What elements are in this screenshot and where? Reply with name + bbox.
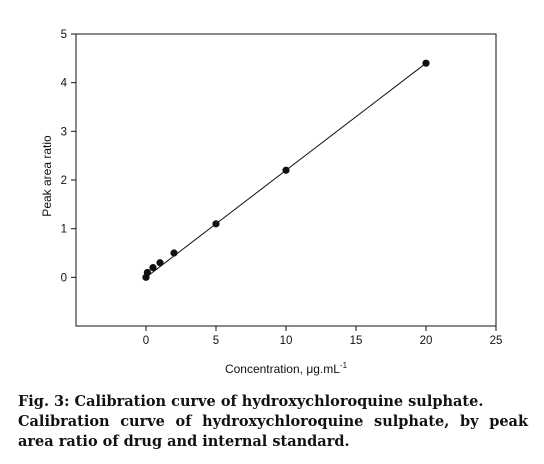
data-point: [282, 166, 290, 174]
data-point: [143, 268, 151, 277]
x-tick-label: 15: [350, 335, 363, 347]
y-axis-ticks: 0 1 2 3 4 5: [61, 29, 76, 284]
x-tick-label: 10: [280, 335, 293, 347]
y-tick-label: 0: [61, 272, 67, 284]
x-tick-label: 25: [490, 335, 503, 347]
data-points: [142, 59, 430, 281]
x-axis-label: Concentration, μg.mL-1: [225, 361, 348, 376]
y-tick-label: 4: [61, 78, 68, 90]
data-point: [170, 249, 178, 257]
y-tick-label: 5: [61, 29, 67, 41]
data-point: [212, 220, 220, 228]
x-tick-label: 0: [143, 335, 149, 347]
y-tick-label: 2: [61, 175, 67, 187]
plot-frame: [75, 33, 497, 327]
data-point: [422, 59, 430, 67]
x-axis-label-superscript: -1: [340, 361, 348, 370]
caption-description: Calibration curve of hydroxychloroquine …: [18, 413, 528, 450]
data-point: [149, 264, 157, 272]
x-axis-label-main: Concentration, μg.mL: [225, 362, 340, 376]
calibration-chart: 0 1 2 3 4 5 0 5 10 15 20 25 Peak area ratio Concen…: [40, 29, 503, 376]
y-axis-label: Peak area ratio: [40, 135, 54, 217]
x-axis-ticks: 0 5 10 15 20 25: [143, 326, 503, 347]
y-tick-label: 3: [61, 126, 67, 138]
x-tick-label: 20: [420, 335, 433, 347]
data-point: [156, 259, 164, 267]
y-tick-label: 1: [61, 224, 67, 236]
caption-title: Fig. 3: Calibration curve of hydroxychlo…: [18, 393, 484, 410]
figure-caption: Fig. 3: Calibration curve of hydroxychlo…: [18, 392, 528, 452]
x-tick-label: 5: [213, 335, 219, 347]
